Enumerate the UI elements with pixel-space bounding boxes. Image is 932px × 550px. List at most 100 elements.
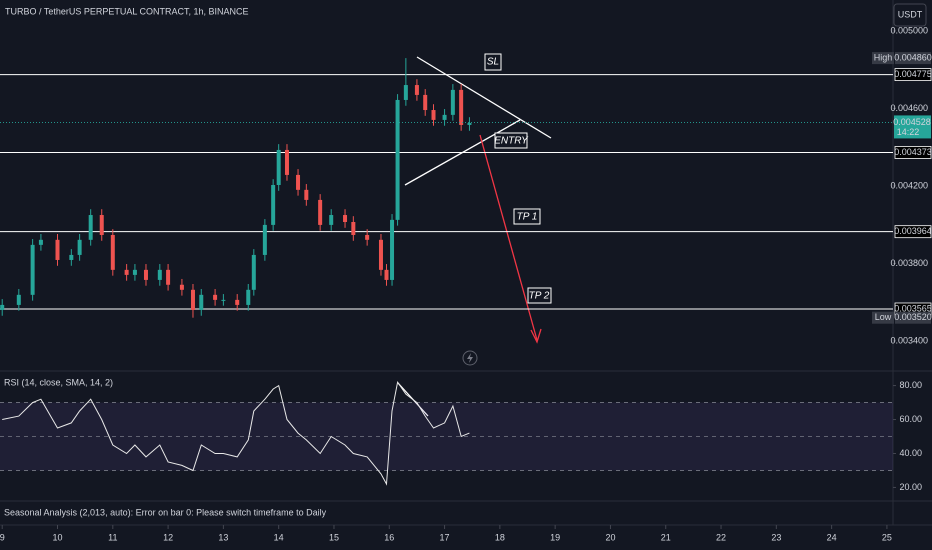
candle-body <box>467 123 472 125</box>
marker-value-box <box>895 311 931 324</box>
annotation-label: SL <box>487 57 499 68</box>
x-tick-label: 25 <box>882 532 892 542</box>
x-tick-label: 14 <box>274 532 284 542</box>
candle-body <box>199 294 204 310</box>
candle <box>365 229 370 246</box>
y-tick-label: 0.003400 <box>890 335 928 345</box>
candle <box>390 214 395 286</box>
last-price-label: 0.004528 <box>893 117 931 127</box>
candle <box>423 89 428 116</box>
candle <box>246 283 251 311</box>
candle-body <box>262 224 267 255</box>
chart-title: TURBO / TetherUS PERPETUAL CONTRACT, 1h,… <box>5 6 249 16</box>
level-label: 0.003565 <box>894 303 932 313</box>
candle <box>199 289 204 316</box>
candle <box>414 79 419 101</box>
candle-body <box>246 289 251 305</box>
candle <box>235 294 240 311</box>
candle-body <box>390 219 395 280</box>
x-tick-label: 17 <box>440 532 450 542</box>
candle-body <box>235 299 240 305</box>
candle <box>69 249 74 266</box>
countdown: 14:22 <box>897 127 920 137</box>
candle <box>221 294 226 306</box>
candle <box>55 234 60 266</box>
candle-body <box>221 299 226 301</box>
annotation-label: TP 2 <box>529 291 550 302</box>
level-label-box <box>894 225 932 239</box>
marker-name-box <box>872 52 894 65</box>
icon[interactable] <box>462 350 478 366</box>
candle <box>0 299 5 316</box>
candle <box>329 209 334 231</box>
marker-name: Low <box>875 312 892 322</box>
candle-body <box>296 174 301 190</box>
candle <box>296 169 301 196</box>
candle <box>143 264 148 286</box>
candle <box>77 234 82 261</box>
candle <box>403 58 408 106</box>
candle <box>124 264 129 281</box>
x-tick-label: 21 <box>661 532 671 542</box>
candle-body <box>213 294 218 300</box>
x-tick-label: 18 <box>495 532 505 542</box>
marker-value: 0.004860 <box>894 52 932 62</box>
candle <box>262 219 267 261</box>
candle-body <box>414 85 419 95</box>
x-tick-label: 11 <box>108 532 117 542</box>
candle-body <box>423 94 428 111</box>
marker-value: 0.003520 <box>894 312 932 322</box>
candle <box>88 209 93 246</box>
candle <box>251 249 256 296</box>
candle-body <box>251 254 256 290</box>
candle <box>431 104 436 126</box>
annotation-box <box>484 53 502 71</box>
triangle-line <box>416 56 552 139</box>
candle-body <box>143 269 148 280</box>
icon[interactable] <box>467 353 473 363</box>
candle <box>110 229 115 276</box>
candle <box>304 184 309 206</box>
candle <box>30 239 35 301</box>
currency-button[interactable] <box>893 3 927 27</box>
x-tick-label: 16 <box>384 532 394 542</box>
y-tick-label: 0.004600 <box>890 103 928 113</box>
candle-body <box>99 215 104 235</box>
drawings <box>397 53 552 417</box>
candle-body <box>318 199 323 225</box>
x-tick-label: 19 <box>550 532 560 542</box>
candle-body <box>442 114 447 120</box>
candle-body <box>431 110 436 120</box>
y-tick-label: 40.00 <box>899 448 922 458</box>
candle-body <box>384 269 389 280</box>
level-label: 0.004775 <box>894 69 932 79</box>
candle <box>318 194 323 231</box>
candle <box>450 84 455 121</box>
arrow-line <box>479 134 538 341</box>
candle-body <box>69 254 74 260</box>
candle-body <box>378 239 383 270</box>
annotation-box <box>494 132 528 149</box>
x-tick-label: 10 <box>52 532 62 542</box>
y-tick-label: 0.004200 <box>890 180 928 190</box>
candle-body <box>365 234 370 240</box>
candle-body <box>304 189 309 200</box>
rsi-band <box>0 402 893 471</box>
candle-body <box>110 234 115 270</box>
level-label: 0.003964 <box>894 226 932 236</box>
candle-body <box>16 294 21 305</box>
rsi-line <box>2 380 470 486</box>
candle-body <box>351 222 356 235</box>
candle-body <box>38 239 43 245</box>
annotation-box <box>527 287 552 304</box>
candle <box>190 283 195 318</box>
currency-label[interactable]: USDT <box>898 9 923 19</box>
level-label-box <box>894 146 932 159</box>
annotation-box <box>513 208 541 225</box>
candle <box>459 84 464 131</box>
candle <box>284 144 289 181</box>
candle <box>132 264 137 281</box>
marker-name: High <box>874 52 893 62</box>
